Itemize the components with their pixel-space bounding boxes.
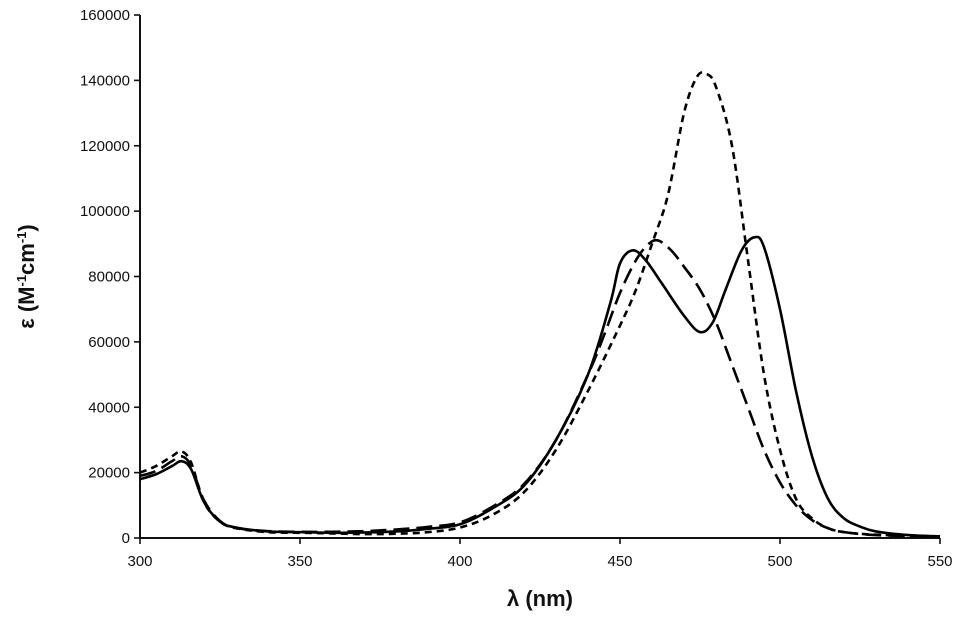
axes (139, 15, 940, 539)
x-tick-label: 300 (127, 553, 152, 570)
y-axis-label: ε (M-1cm-1) (14, 224, 39, 328)
x-axis-label: λ (nm) (507, 586, 573, 611)
y-tick-label: 20000 (88, 465, 130, 482)
y-tick-label: 120000 (80, 138, 130, 155)
y-tick-label: 160000 (80, 7, 130, 24)
y-tick-label: 140000 (80, 72, 130, 89)
y-tick-label: 60000 (88, 334, 130, 351)
series-solid-line (139, 235, 941, 538)
x-tick-label: 400 (447, 553, 472, 570)
y-axis-label-sup1: -1 (14, 275, 29, 287)
x-tick-label: 350 (287, 553, 312, 570)
y-tick-label: 40000 (88, 399, 130, 416)
y-axis-label-mid: cm (14, 243, 39, 275)
x-axis-ticks: 300 350 400 450 500 550 (127, 538, 953, 570)
series-long-dashed-line (139, 238, 941, 538)
x-tick-label: 500 (767, 553, 792, 570)
y-axis-label-prefix: ε (M (14, 287, 39, 329)
y-axis-ticks: 0 20000 40000 60000 80000 100000 120000 140000 1… (80, 7, 140, 547)
x-tick-label: 550 (927, 553, 952, 570)
series-dashed-line (139, 71, 941, 538)
series-group (139, 71, 941, 538)
x-tick-label: 450 (607, 553, 632, 570)
y-axis-label-sup2: -1 (14, 232, 29, 244)
y-tick-label: 80000 (88, 269, 130, 286)
y-tick-label: 100000 (80, 203, 130, 220)
y-tick-label: 0 (122, 530, 130, 547)
y-axis-label-suffix: ) (14, 224, 39, 231)
